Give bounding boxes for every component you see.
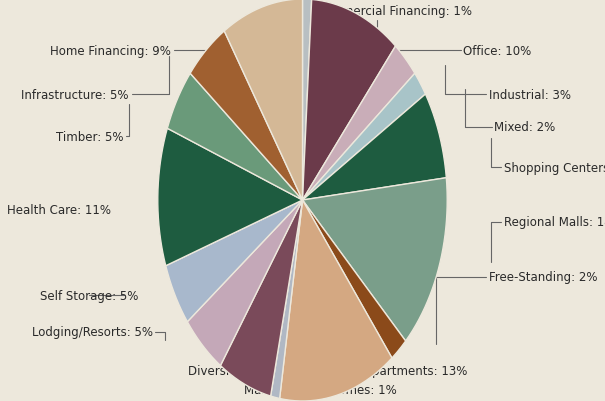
Polygon shape	[190, 32, 302, 200]
Text: Lodging/Resorts: 5%: Lodging/Resorts: 5%	[31, 325, 165, 340]
Polygon shape	[166, 200, 302, 322]
Text: Commercial Financing: 1%: Commercial Financing: 1%	[309, 5, 473, 18]
Text: Manufactured Homes: 1%: Manufactured Homes: 1%	[244, 383, 397, 396]
Text: Infrastructure: 5%: Infrastructure: 5%	[21, 57, 169, 101]
Polygon shape	[280, 200, 392, 401]
Polygon shape	[302, 0, 396, 200]
Text: Diversified: 6%: Diversified: 6%	[188, 365, 278, 381]
Polygon shape	[302, 0, 312, 200]
Polygon shape	[158, 129, 302, 266]
Text: Timber: 5%: Timber: 5%	[56, 105, 129, 143]
Text: Regional Malls: 14%: Regional Malls: 14%	[491, 216, 605, 262]
Text: Shopping Centers: 7%: Shopping Centers: 7%	[491, 139, 605, 174]
Text: Office: 10%: Office: 10%	[377, 21, 532, 57]
Polygon shape	[302, 200, 405, 358]
Polygon shape	[302, 95, 446, 200]
Text: Industrial: 3%: Industrial: 3%	[445, 65, 571, 101]
Polygon shape	[224, 0, 302, 200]
Polygon shape	[168, 74, 302, 200]
Polygon shape	[188, 200, 302, 366]
Polygon shape	[302, 178, 447, 341]
Polygon shape	[302, 74, 425, 200]
Polygon shape	[220, 200, 302, 396]
Polygon shape	[302, 47, 415, 200]
Polygon shape	[270, 200, 302, 399]
Text: Apartments: 13%: Apartments: 13%	[353, 365, 468, 388]
Text: Self Storage: 5%: Self Storage: 5%	[40, 289, 138, 302]
Text: Free-Standing: 2%: Free-Standing: 2%	[436, 271, 597, 344]
Text: Mixed: 2%: Mixed: 2%	[465, 89, 555, 134]
Text: Health Care: 11%: Health Care: 11%	[7, 200, 111, 216]
Text: Home Financing: 9%: Home Financing: 9%	[50, 15, 246, 57]
